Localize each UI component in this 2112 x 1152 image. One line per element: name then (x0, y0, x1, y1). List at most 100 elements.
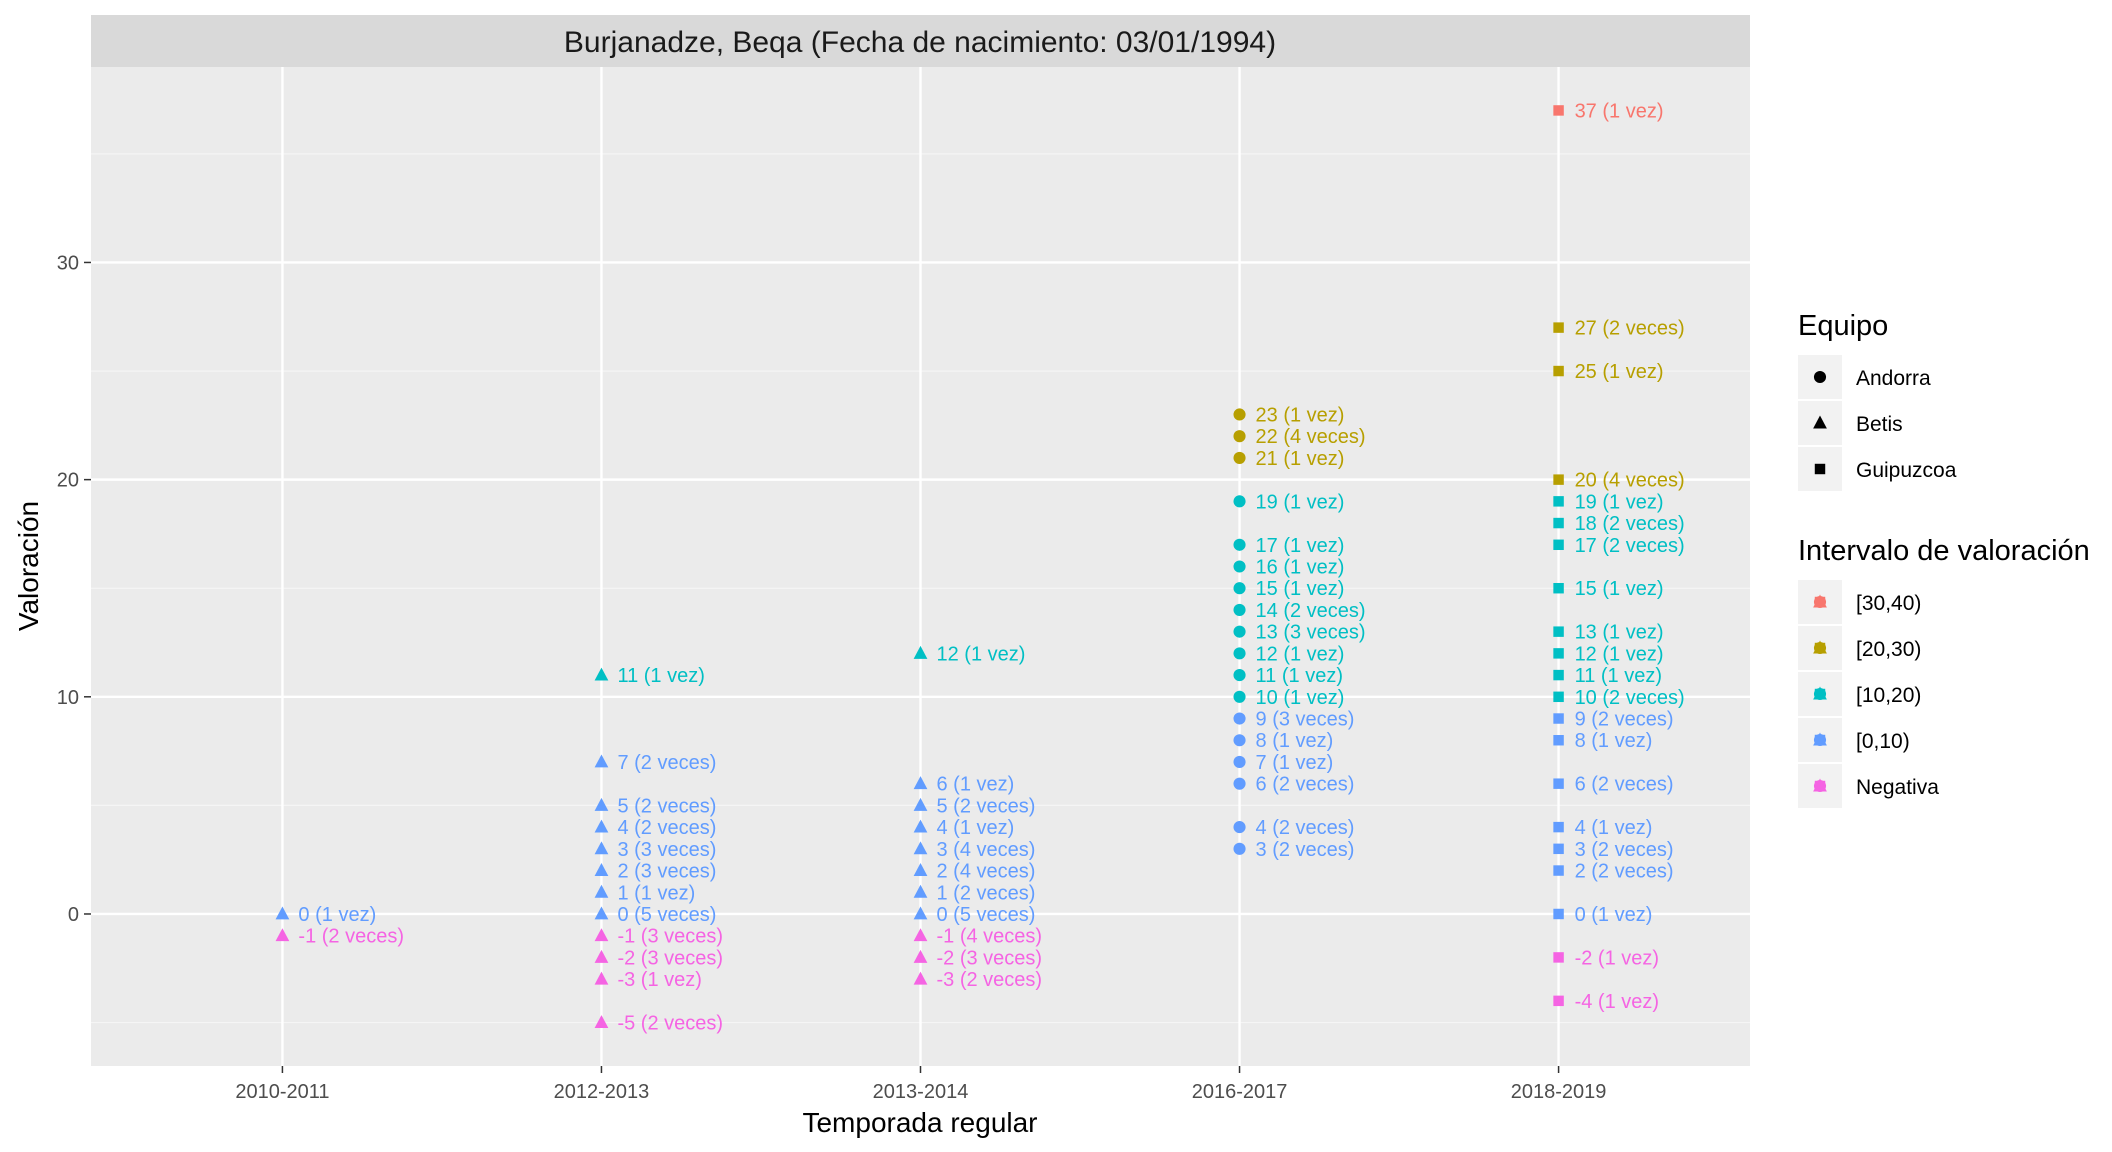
data-point (1553, 496, 1564, 507)
legend-symbol (1813, 595, 1827, 609)
data-point (1233, 712, 1246, 725)
data-label: 20 (4 veces) (1575, 470, 1685, 492)
data-label: 37 (1 vez) (1575, 100, 1664, 122)
data-label: 4 (2 veces) (1256, 817, 1355, 839)
data-label: 1 (2 veces) (937, 882, 1036, 904)
x-tick-label: 2018-2019 (1511, 1081, 1607, 1103)
data-label: 22 (4 veces) (1256, 426, 1366, 448)
data-point (275, 906, 290, 920)
data-label: 11 (1 vez) (1575, 665, 1662, 687)
data-label: 3 (2 veces) (1575, 839, 1674, 861)
data-label: 7 (2 veces) (617, 752, 716, 774)
data-label: 18 (2 veces) (1575, 513, 1685, 535)
data-point (594, 797, 609, 811)
x-axis-title: Temporada regular (802, 1107, 1037, 1138)
data-point (913, 819, 928, 833)
data-point (1553, 995, 1564, 1007)
data-point (1553, 365, 1564, 377)
x-tick-label: 2012-2013 (554, 1081, 650, 1103)
legend-symbol (1813, 687, 1827, 701)
data-point (913, 863, 928, 876)
data-labels: 0 (1 vez)-1 (2 veces)11 (1 vez)7 (2 vece… (298, 100, 1684, 1034)
legend-label: [20,30) (1856, 638, 1921, 661)
data-label: -1 (2 veces) (298, 926, 404, 948)
data-label: 11 (1 vez) (617, 665, 704, 687)
data-point (1233, 451, 1246, 464)
data-point (1233, 777, 1246, 790)
data-label: 1 (1 vez) (617, 882, 695, 904)
data-label: 4 (1 vez) (1575, 817, 1653, 839)
data-label: -3 (1 vez) (617, 969, 701, 991)
y-tick-label: 30 (57, 252, 79, 274)
data-point (1553, 474, 1564, 485)
data-point (1233, 495, 1246, 508)
data-point (594, 667, 609, 681)
data-label: -2 (3 veces) (937, 947, 1043, 969)
legend-label: Andorra (1856, 367, 1931, 390)
data-label: 6 (2 veces) (1256, 774, 1355, 796)
legend-symbol (1813, 733, 1827, 747)
data-point (1233, 560, 1246, 573)
data-label: 10 (1 vez) (1256, 687, 1345, 709)
legend-symbol (1814, 463, 1826, 475)
legend-symbol (1813, 779, 1827, 793)
legend-label: [30,40) (1856, 592, 1921, 615)
data-point (1553, 539, 1564, 551)
grid-lines (91, 67, 1750, 1066)
data-label: 25 (1 vez) (1575, 361, 1664, 383)
data-point (913, 884, 928, 898)
data-point (1233, 625, 1246, 638)
data-point (1233, 734, 1246, 747)
legend-label: Guipuzcoa (1856, 459, 1957, 482)
data-label: -1 (3 veces) (617, 926, 723, 948)
data-point (1553, 952, 1564, 963)
data-point (1233, 690, 1246, 703)
legend-label: [0,10) (1856, 730, 1910, 753)
data-point (1233, 582, 1246, 595)
data-point (1553, 582, 1564, 594)
data-label: 21 (1 vez) (1256, 448, 1345, 470)
data-point (1233, 755, 1246, 769)
data-label: 19 (1 vez) (1575, 491, 1664, 513)
data-label: 6 (2 veces) (1575, 774, 1674, 796)
legend-label: Betis (1856, 413, 1903, 436)
data-label: 11 (1 vez) (1256, 665, 1343, 687)
data-label: -2 (3 veces) (617, 947, 723, 969)
legend-symbol (1813, 370, 1827, 384)
data-point (1553, 517, 1564, 529)
data-point (1553, 322, 1564, 333)
data-point (913, 928, 928, 942)
data-label: 16 (1 vez) (1256, 557, 1345, 579)
data-point (594, 928, 609, 942)
data-point (1553, 105, 1564, 116)
y-tick-label: 10 (57, 687, 79, 709)
data-label: 5 (2 veces) (937, 795, 1036, 817)
data-point (594, 863, 609, 876)
data-label: 14 (2 veces) (1256, 600, 1366, 622)
data-point (594, 841, 609, 855)
legend-title: Equipo (1798, 310, 1888, 342)
data-points (275, 105, 1564, 1029)
data-point (594, 1015, 609, 1029)
legend-title: Intervalo de valoración (1798, 535, 2090, 567)
data-label: 7 (1 vez) (1256, 752, 1334, 774)
data-point (913, 776, 928, 790)
data-label: 10 (2 veces) (1575, 687, 1685, 709)
data-label: 0 (5 veces) (617, 904, 716, 926)
data-label: 13 (3 veces) (1256, 622, 1366, 644)
data-point (1233, 669, 1246, 682)
data-label: 4 (2 veces) (617, 817, 716, 839)
data-point (1553, 626, 1564, 637)
data-label: 17 (2 veces) (1575, 535, 1685, 557)
data-point (594, 906, 609, 920)
data-label: 19 (1 vez) (1256, 491, 1345, 513)
data-point (913, 797, 928, 811)
data-point (1553, 691, 1564, 703)
data-label: 12 (1 vez) (1256, 643, 1345, 665)
data-label: 4 (1 vez) (937, 817, 1015, 839)
data-label: 3 (2 veces) (1256, 839, 1355, 861)
legend: Equipo Andorra Betis Guipuzcoa Intervalo de … (1798, 310, 2090, 808)
data-label: 8 (1 vez) (1575, 730, 1653, 752)
data-point (913, 841, 928, 855)
